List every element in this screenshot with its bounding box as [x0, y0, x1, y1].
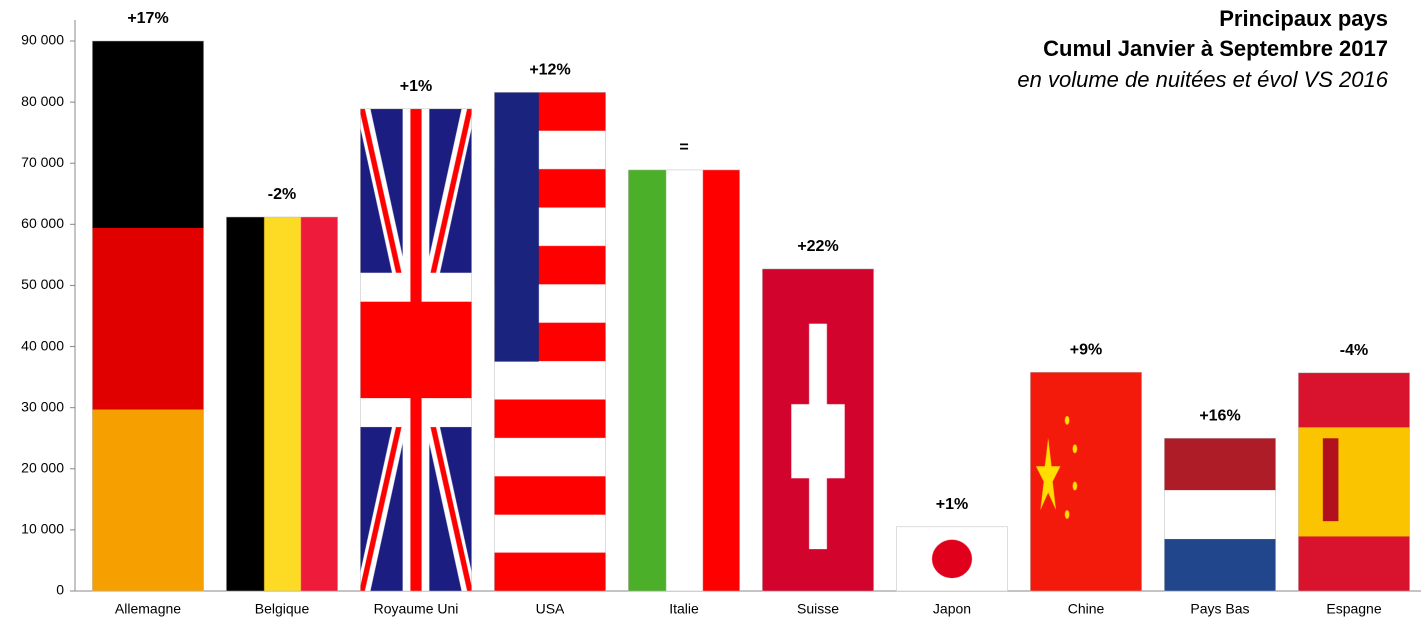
- x-tick-label: Pays Bas: [1190, 601, 1249, 617]
- bar: [494, 92, 606, 592]
- bar: [896, 526, 1008, 592]
- y-tick-label: 90 000: [21, 32, 64, 48]
- y-tick-label: 40 000: [21, 337, 64, 353]
- bar: [92, 40, 204, 592]
- annotation: =: [679, 139, 688, 156]
- annotation: +12%: [529, 62, 570, 79]
- annotation: +1%: [936, 496, 968, 513]
- annotation: -4%: [1340, 342, 1368, 359]
- chart-note: en volume de nuitées et évol VS 2016: [1017, 67, 1388, 92]
- y-tick-label: 60 000: [21, 215, 64, 231]
- bar: [226, 216, 338, 592]
- x-tick-label: Espagne: [1326, 601, 1381, 617]
- annotation: +17%: [127, 10, 168, 27]
- x-tick-label: USA: [536, 601, 565, 617]
- x-tick-label: Chine: [1068, 601, 1105, 617]
- bar: [360, 108, 472, 592]
- x-tick-label: Allemagne: [115, 601, 181, 617]
- chart-title: Principaux pays: [1219, 6, 1388, 31]
- y-tick-label: 20 000: [21, 459, 64, 475]
- annotation: +22%: [797, 238, 838, 255]
- bar: [1164, 437, 1276, 592]
- annotation: +1%: [400, 78, 432, 95]
- y-tick-label: 50 000: [21, 276, 64, 292]
- y-tick-label: 80 000: [21, 93, 64, 109]
- y-tick-label: 10 000: [21, 521, 64, 537]
- bar: [1030, 371, 1142, 592]
- x-tick-label: Royaume Uni: [374, 601, 459, 617]
- x-tick-label: Belgique: [255, 601, 310, 617]
- bar: [628, 169, 740, 592]
- annotation: -2%: [268, 186, 296, 203]
- annotation: +16%: [1199, 407, 1240, 424]
- y-tick-label: 0: [56, 582, 64, 598]
- y-tick-label: 70 000: [21, 154, 64, 170]
- y-tick-label: 30 000: [21, 398, 64, 414]
- x-tick-label: Japon: [933, 601, 971, 617]
- x-tick-label: Italie: [669, 601, 699, 617]
- chart-subtitle: Cumul Janvier à Septembre 2017: [1043, 36, 1388, 61]
- bar: [762, 268, 874, 592]
- bar: [1298, 372, 1410, 592]
- x-tick-label: Suisse: [797, 601, 839, 617]
- annotation: +9%: [1070, 341, 1102, 358]
